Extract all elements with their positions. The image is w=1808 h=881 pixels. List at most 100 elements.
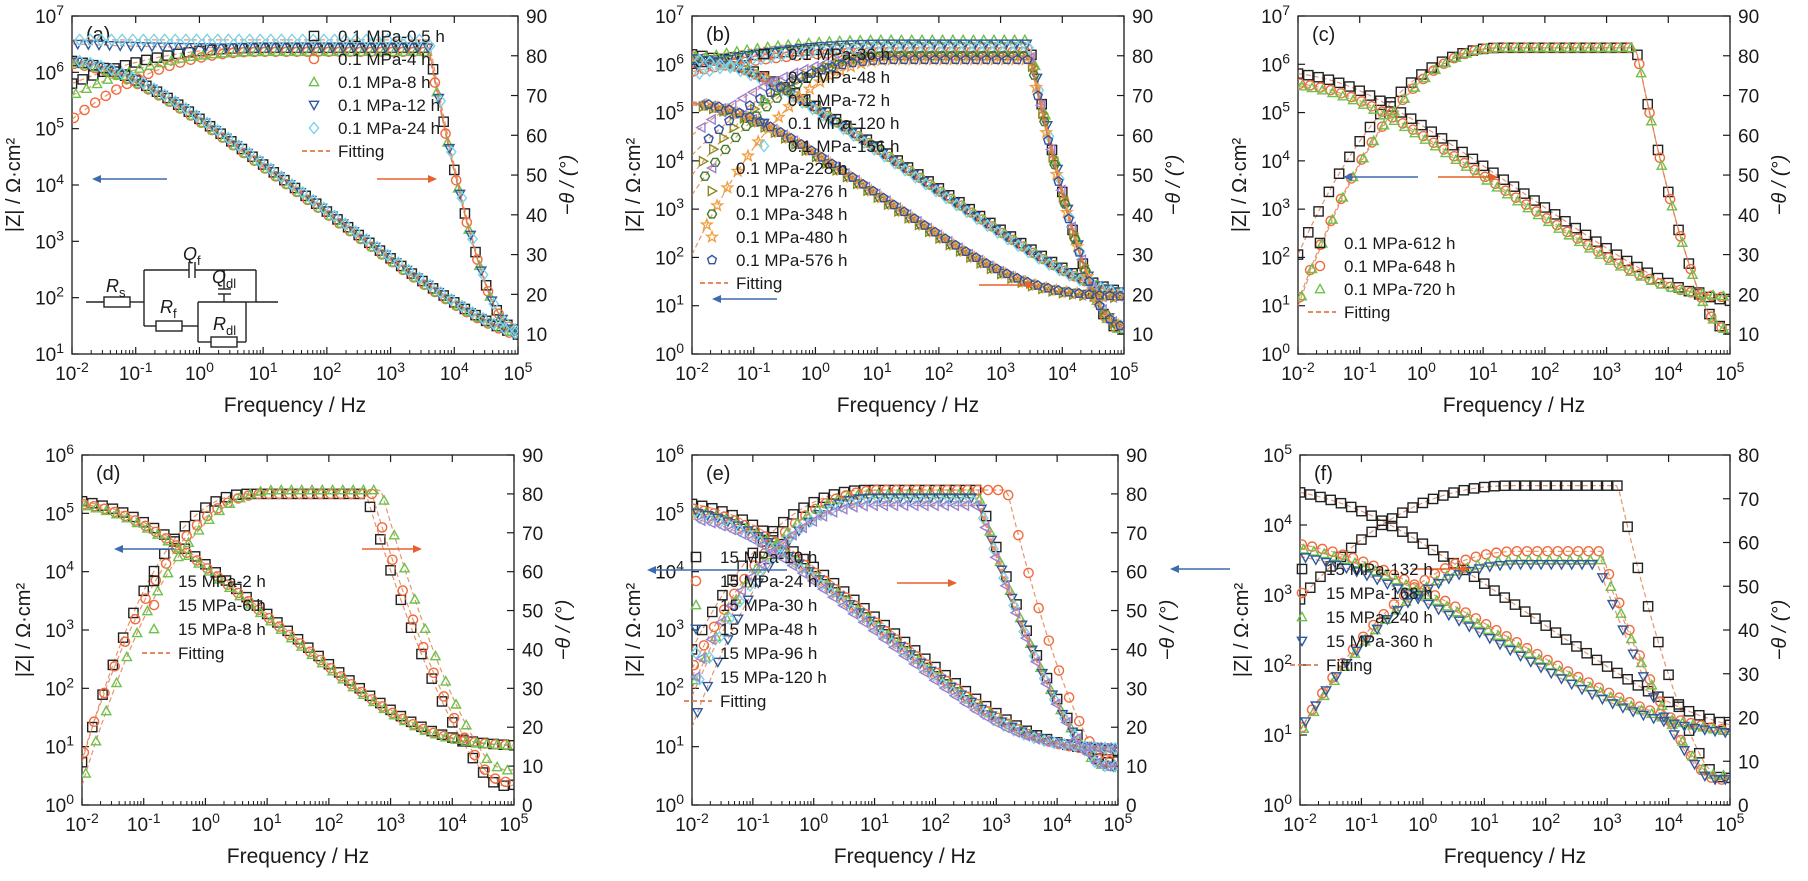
data-point-phase: [700, 651, 712, 662]
data-point-phase: [1576, 559, 1588, 571]
legend-entry: 15 MPa-96 h: [720, 644, 817, 663]
data-point-z: [243, 596, 254, 607]
legend-marker: [690, 575, 702, 587]
data-point-z: [725, 523, 736, 536]
data-point-phase: [709, 198, 725, 212]
data-point-z: [148, 82, 160, 96]
data-point-phase: [1499, 480, 1511, 492]
data-point-phase: [452, 182, 464, 193]
data-point-phase: [180, 33, 192, 47]
data-point-phase: [1540, 480, 1552, 491]
data-point-phase: [1099, 306, 1111, 319]
data-point-phase: [72, 112, 80, 124]
left-arrow-head: [92, 175, 101, 183]
data-point-phase: [766, 547, 777, 560]
data-point-phase: [148, 33, 160, 47]
data-point-phase: [1001, 54, 1013, 65]
data-point-phase: [1542, 545, 1553, 557]
data-point-phase: [403, 33, 415, 47]
data-point-phase: [140, 593, 151, 605]
data-point-phase: [1545, 559, 1558, 571]
data-point-phase: [798, 502, 809, 514]
data-point-phase: [1652, 144, 1664, 156]
data-point-z: [190, 108, 202, 123]
data-point-z: [816, 583, 828, 595]
y-right-tick-label: 70: [526, 87, 547, 108]
data-point-phase: [908, 499, 919, 512]
x-tick-label: 101: [249, 359, 278, 385]
data-point-z: [498, 322, 510, 336]
data-point-phase: [112, 69, 125, 80]
data-point-phase: [1350, 646, 1363, 658]
data-point-z: [714, 516, 726, 530]
data-point-phase: [110, 676, 123, 688]
legend-entry: 0.1 MPa-348 h: [736, 205, 848, 224]
data-point-phase: [1492, 555, 1504, 566]
data-point-z: [1560, 215, 1571, 227]
data-point-z: [460, 735, 473, 746]
data-point-phase: [1340, 658, 1353, 670]
data-point-z: [357, 688, 370, 700]
data-point-phase: [450, 175, 462, 186]
data-point-phase: [864, 493, 876, 504]
y-left-tick-label: 103: [655, 195, 684, 221]
data-point-phase: [1422, 584, 1435, 596]
data-point-phase: [438, 691, 450, 702]
data-point-z: [802, 142, 817, 157]
data-point-z: [970, 252, 982, 263]
data-point-z: [326, 665, 339, 676]
data-point-phase: [777, 516, 789, 528]
data-point-phase: [988, 33, 1000, 45]
data-point-phase: [1562, 545, 1574, 557]
data-point-phase: [1678, 746, 1691, 757]
data-point-phase: [72, 87, 82, 99]
data-point-phase: [109, 661, 121, 672]
data-point-phase: [364, 501, 376, 513]
data-point-phase: [847, 501, 858, 513]
data-point-z: [920, 177, 932, 191]
data-point-phase: [816, 510, 828, 523]
data-point-phase: [339, 33, 351, 47]
data-point-z: [745, 533, 757, 546]
y-right-tick-label: 10: [1132, 325, 1153, 346]
data-point-phase: [1409, 81, 1421, 92]
legend-entry: 0.1 MPa-276 h: [736, 182, 848, 201]
data-point-z: [929, 226, 941, 237]
data-point-phase: [1443, 574, 1455, 585]
data-point-phase: [1063, 692, 1075, 703]
data-point-phase: [1512, 553, 1525, 565]
data-point-phase: [1511, 41, 1524, 53]
data-point-z: [888, 199, 900, 210]
data-point-z: [1606, 699, 1619, 710]
data-point-phase: [1635, 66, 1647, 78]
data-point-z: [151, 528, 164, 539]
data-point-z: [1460, 160, 1473, 171]
data-point-phase: [1060, 716, 1071, 729]
y-left-tick-label: 102: [655, 243, 684, 269]
y-right-tick-label: 80: [522, 485, 543, 506]
fitting-line-phase: [82, 493, 514, 787]
data-point-phase: [127, 33, 139, 47]
data-point-z: [501, 739, 514, 750]
data-point-phase: [935, 493, 947, 504]
data-point-z: [116, 66, 128, 80]
legend-entry: 15 MPa-132 h: [1326, 560, 1433, 579]
data-point-z: [1032, 279, 1044, 290]
data-point-z: [1335, 497, 1347, 509]
data-point-phase: [1330, 672, 1343, 683]
data-point-phase: [918, 499, 929, 512]
data-point-z: [1704, 713, 1715, 725]
left-arrow-head: [647, 566, 656, 574]
data-point-z: [1542, 215, 1555, 227]
data-point-z: [1069, 739, 1081, 753]
data-point-z: [1398, 120, 1411, 132]
axis-arrows: [92, 175, 437, 183]
data-point-phase: [734, 594, 746, 608]
data-point-z: [1002, 232, 1014, 246]
legend-entry: 0.1 MPa-72 h: [788, 91, 890, 110]
data-point-phase: [806, 67, 817, 78]
x-tick-label: 10-1: [737, 359, 771, 385]
data-point-phase: [1033, 602, 1044, 614]
data-point-phase: [244, 33, 256, 47]
